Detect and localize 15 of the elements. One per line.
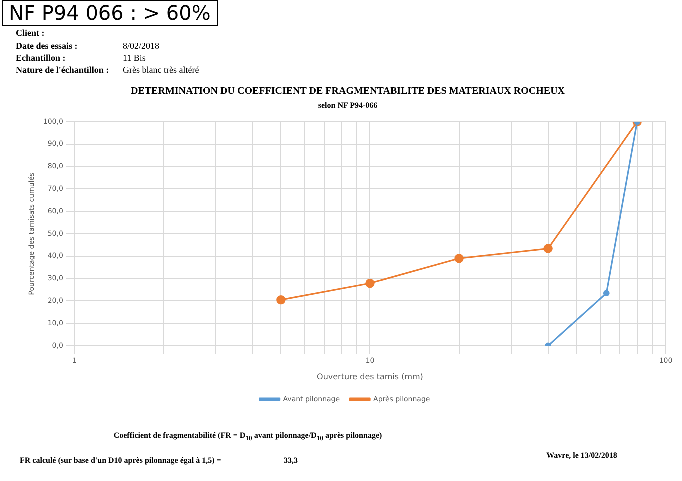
chart-title: DETERMINATION DU COEFFICIENT DE FRAGMENTABILITE DES MATERIAUX ROCHEUX [130,86,566,97]
text: 8/02/2018 [123,41,160,51]
chart-subtitle: selon NF P94-066 [317,101,379,110]
text: Coefficient de fragmentabilité (FR = D$_{10}$ avant pilonnage/D$_{10}$ après pilonnage) [112,431,384,443]
text: Wavre, le 13/02/2018 [546,451,618,460]
text: Client : [16,28,45,38]
text: Date des essais : [16,41,78,51]
text: Echantillon : [16,53,66,63]
text: 33,3 [284,456,298,465]
text: NF P94 066 : > 60% [2,0,218,26]
text: Grès blanc très altéré [123,65,200,75]
text: 11 Bis [123,53,146,63]
text: FR calculé (sur base d'un D10 après pilonnage égal à 1,5) = [20,456,222,465]
x-axis-title: Ouverture des tamis (mm) [317,372,424,382]
text: Nature de l'échantillon : [16,65,110,75]
